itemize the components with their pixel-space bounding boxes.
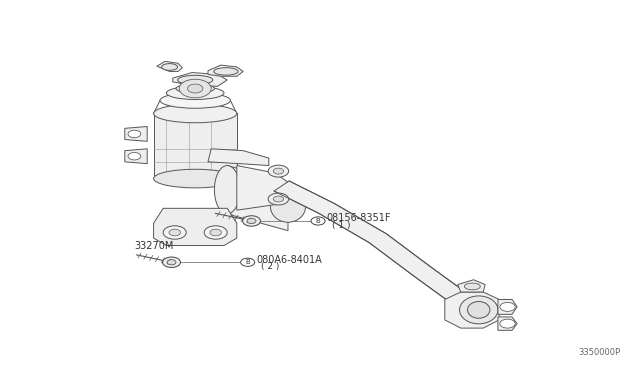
Polygon shape xyxy=(125,149,147,164)
Polygon shape xyxy=(498,299,517,314)
Circle shape xyxy=(167,260,176,265)
Ellipse shape xyxy=(468,301,490,318)
Polygon shape xyxy=(157,61,182,71)
Polygon shape xyxy=(154,208,237,246)
Polygon shape xyxy=(227,166,288,231)
Ellipse shape xyxy=(178,75,212,84)
Ellipse shape xyxy=(166,86,224,100)
Text: 3350000P: 3350000P xyxy=(579,348,621,357)
Ellipse shape xyxy=(465,283,480,290)
Text: B: B xyxy=(316,218,321,224)
Ellipse shape xyxy=(154,104,237,123)
Circle shape xyxy=(500,319,515,328)
Text: 08156-8351F: 08156-8351F xyxy=(326,214,391,223)
Text: ( 1 ): ( 1 ) xyxy=(332,221,350,230)
Circle shape xyxy=(311,217,325,225)
Polygon shape xyxy=(237,166,288,210)
Polygon shape xyxy=(445,292,499,328)
Text: 080A6-8401A: 080A6-8401A xyxy=(256,255,322,264)
Ellipse shape xyxy=(154,169,237,188)
Circle shape xyxy=(247,218,256,224)
Polygon shape xyxy=(154,113,237,179)
Circle shape xyxy=(169,229,180,236)
Polygon shape xyxy=(458,280,485,292)
Ellipse shape xyxy=(162,64,178,70)
Polygon shape xyxy=(125,126,147,141)
Polygon shape xyxy=(274,181,486,318)
Ellipse shape xyxy=(160,93,230,108)
Polygon shape xyxy=(498,317,517,330)
Circle shape xyxy=(243,216,260,226)
Circle shape xyxy=(204,226,227,239)
Circle shape xyxy=(179,79,211,98)
Text: 33270M: 33270M xyxy=(134,241,174,250)
Polygon shape xyxy=(173,73,227,86)
Circle shape xyxy=(268,193,289,205)
Circle shape xyxy=(273,196,284,202)
Circle shape xyxy=(273,168,284,174)
Text: ( 2 ): ( 2 ) xyxy=(261,262,280,271)
Circle shape xyxy=(241,258,255,266)
Ellipse shape xyxy=(214,68,238,75)
Text: B: B xyxy=(245,259,250,265)
Ellipse shape xyxy=(176,84,214,93)
Circle shape xyxy=(188,84,203,93)
Polygon shape xyxy=(208,149,269,166)
Circle shape xyxy=(128,130,141,138)
Circle shape xyxy=(128,153,141,160)
Circle shape xyxy=(163,257,180,267)
Circle shape xyxy=(268,165,289,177)
Ellipse shape xyxy=(214,166,240,214)
Ellipse shape xyxy=(270,191,306,222)
Polygon shape xyxy=(208,65,243,76)
Circle shape xyxy=(500,302,515,311)
Circle shape xyxy=(163,226,186,239)
Ellipse shape xyxy=(460,296,498,324)
Circle shape xyxy=(210,229,221,236)
